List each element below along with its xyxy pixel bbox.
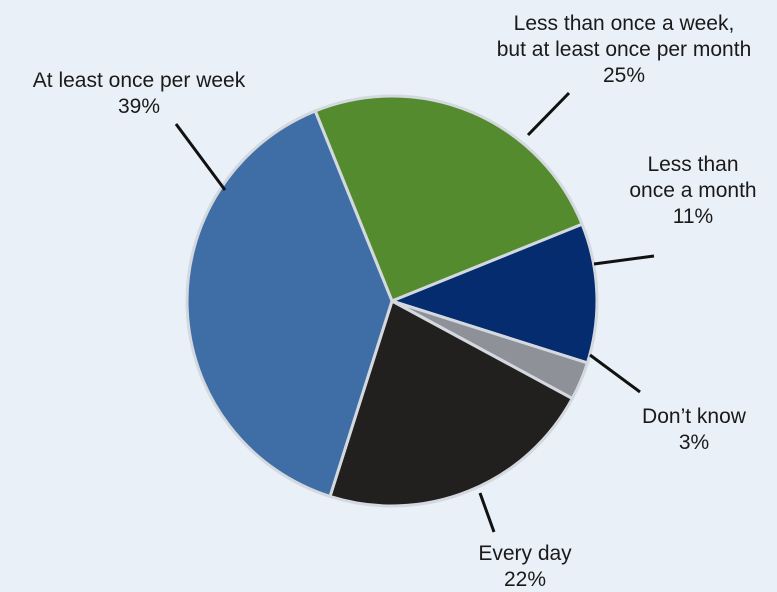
pie-slice: [328, 299, 574, 508]
pie-slice: [185, 109, 394, 498]
slice-label-line: Don’t know: [642, 405, 747, 428]
slice-label-line: 25%: [603, 64, 645, 87]
leader-line: [526, 91, 571, 137]
slice-label: Don’t know 3%: [642, 405, 747, 454]
slice-label-line: once a month: [629, 179, 756, 202]
slice-label-line: 39%: [118, 95, 160, 118]
pie-slices: [185, 94, 599, 508]
slice-label-line: Less than once a week,: [514, 12, 735, 35]
slice-labels: Less than once a week, but at least once …: [33, 12, 757, 591]
slice-label: Every day 22%: [478, 542, 572, 591]
slice-label: At least once per week 39%: [33, 69, 246, 118]
leader-line: [593, 254, 655, 266]
slice-label-line: but at least once per month: [497, 38, 752, 61]
slice-label-line: 3%: [679, 431, 709, 454]
leader-line: [478, 492, 496, 533]
slice-label: Less than once a week, but at least once …: [497, 12, 752, 87]
leader-line: [174, 123, 227, 191]
leader-line: [589, 353, 641, 394]
slice-label-line: Less than: [647, 153, 738, 176]
slice-label: Less than once a month 11%: [629, 153, 756, 228]
pie-slice: [390, 222, 599, 365]
slice-label-line: At least once per week: [33, 69, 246, 92]
leader-lines: [174, 91, 655, 533]
slice-label-line: Every day: [478, 542, 572, 565]
slice-label-line: 22%: [504, 568, 546, 591]
slice-label-line: 11%: [673, 205, 713, 228]
